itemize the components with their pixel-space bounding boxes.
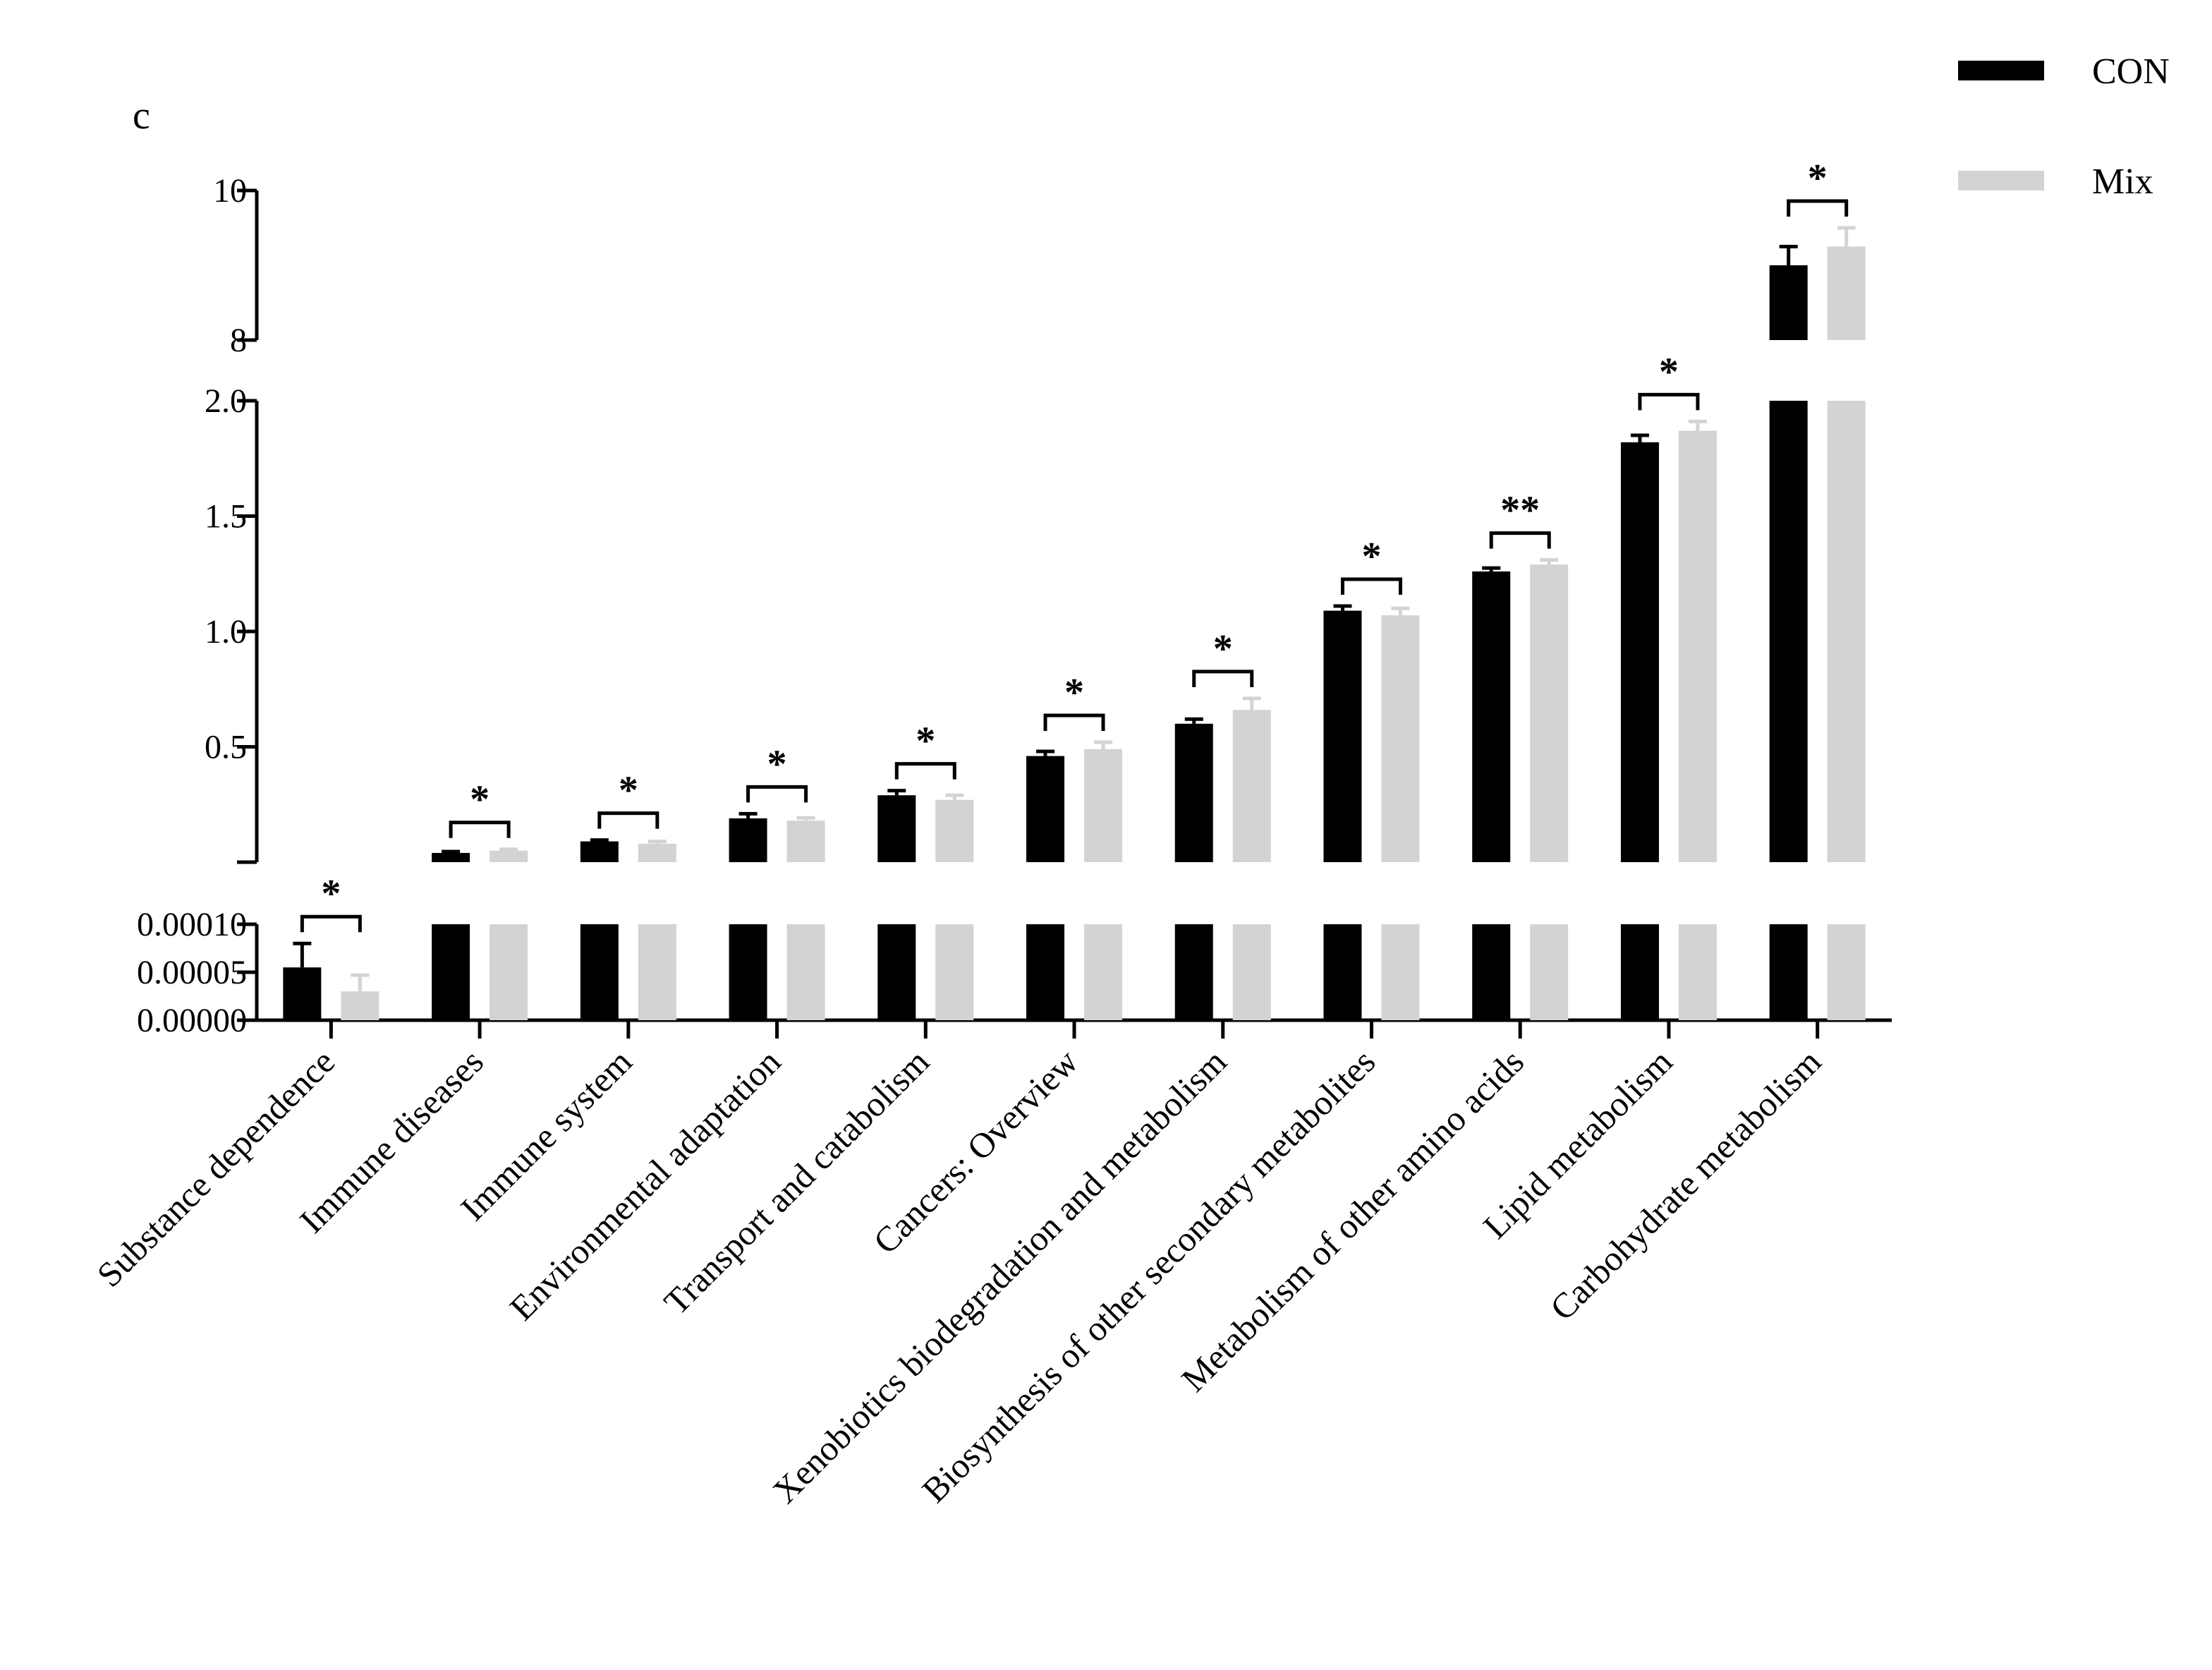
y-tick-label: 0.00000 xyxy=(137,1002,247,1039)
bar-con xyxy=(1026,924,1064,1020)
legend-label-mix: Mix xyxy=(2092,162,2153,202)
bar-mix xyxy=(1381,615,1420,862)
bar-con xyxy=(1620,442,1659,862)
significance-bracket xyxy=(1787,199,1849,217)
bar-con xyxy=(283,967,322,1020)
significance-markers: ** ********** xyxy=(300,157,1849,933)
significance-bracket xyxy=(1340,577,1402,595)
bar-con xyxy=(1472,924,1511,1020)
bar-mix xyxy=(490,924,528,1020)
bar-con xyxy=(1026,756,1064,862)
bar-con xyxy=(432,924,470,1020)
legend-swatch-mix xyxy=(1958,171,2044,190)
bar-mix xyxy=(1827,401,1866,862)
significance-bracket xyxy=(1489,531,1551,549)
bar-mix xyxy=(1381,924,1420,1020)
significance-bracket xyxy=(1638,392,1700,411)
bar-mix xyxy=(935,799,974,862)
bar-con xyxy=(1620,924,1659,1020)
panel-label: c xyxy=(133,94,150,138)
y-tick-label: 2.0 xyxy=(205,382,247,420)
legend-swatch-con xyxy=(1958,61,2044,80)
significance-bracket xyxy=(1192,670,1254,687)
significance-star: * xyxy=(1361,535,1381,579)
significance-bracket xyxy=(1043,713,1105,731)
error-bars xyxy=(293,226,1856,992)
significance-bracket xyxy=(300,914,362,933)
significance-star: * xyxy=(470,778,490,822)
bar-con xyxy=(1323,924,1362,1020)
bar-con xyxy=(1769,401,1808,862)
bars xyxy=(283,246,1866,1020)
y-tick-label: 0.5 xyxy=(205,729,247,766)
bar-mix xyxy=(1827,246,1866,340)
x-category-label: Transport and catabolism xyxy=(656,1041,937,1322)
significance-star: ** xyxy=(1500,489,1540,533)
significance-star: * xyxy=(916,720,935,763)
x-category-label: Substance dependence xyxy=(89,1041,342,1295)
y-tick-label: 10 xyxy=(213,172,247,210)
bar-con xyxy=(1472,571,1511,862)
significance-star: * xyxy=(1213,627,1233,671)
significance-bracket xyxy=(746,785,808,803)
significance-star: * xyxy=(321,872,341,916)
bar-mix xyxy=(1530,924,1569,1020)
legend-label-con: CON xyxy=(2092,52,2170,92)
legend: CON Mix xyxy=(1958,52,2170,202)
bar-con xyxy=(580,924,619,1020)
bar-mix xyxy=(638,843,676,862)
y-tick-label: 0.00005 xyxy=(137,954,247,991)
bar-mix xyxy=(786,821,825,862)
bar-con xyxy=(877,924,916,1020)
bar-con xyxy=(1174,924,1213,1020)
bar-mix xyxy=(1827,924,1866,1020)
significance-star: * xyxy=(619,769,638,813)
bar-con xyxy=(1323,610,1362,862)
bar-con xyxy=(877,795,916,862)
bar-con xyxy=(1769,265,1808,340)
bar-mix xyxy=(341,991,379,1020)
x-category-label: Carbohydrate metabolism xyxy=(1543,1041,1829,1328)
y-tick-label: 1.0 xyxy=(205,613,247,651)
significance-star: * xyxy=(1659,350,1679,394)
significance-bracket xyxy=(894,762,956,780)
bar-mix xyxy=(1084,924,1122,1020)
bar-mix xyxy=(1232,924,1271,1020)
x-category-label: Environmental adaptation xyxy=(502,1041,789,1328)
significance-star: * xyxy=(1808,157,1828,200)
bar-mix xyxy=(490,850,528,862)
bar-con xyxy=(1174,723,1213,862)
bar-mix xyxy=(638,924,676,1020)
significance-bracket xyxy=(449,821,511,838)
bar-mix xyxy=(1678,430,1717,862)
y-tick-label: 0.00010 xyxy=(137,906,247,943)
bar-mix xyxy=(935,924,974,1020)
bar-con xyxy=(729,924,767,1020)
bar-con xyxy=(729,818,767,862)
bar-mix xyxy=(1232,710,1271,862)
bar-mix xyxy=(786,924,825,1020)
significance-bracket xyxy=(597,811,660,829)
bar-mix xyxy=(1678,924,1717,1020)
significance-star: * xyxy=(767,742,787,786)
y-tick-label: 1.5 xyxy=(205,498,247,536)
significance-star: * xyxy=(1064,671,1084,715)
bar-mix xyxy=(1084,749,1122,862)
bar-mix xyxy=(1530,564,1569,862)
bar-con xyxy=(580,841,619,862)
bar-con xyxy=(1769,924,1808,1020)
bar-con xyxy=(432,852,470,862)
